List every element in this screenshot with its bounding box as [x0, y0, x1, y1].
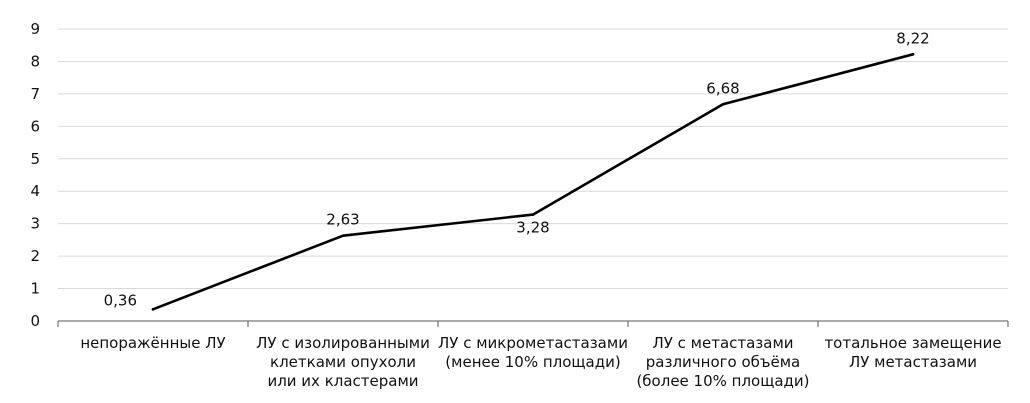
- y-tick-label: 2: [30, 247, 40, 265]
- data-point: [341, 234, 345, 237]
- x-category-label-line: тотальное замещение: [824, 334, 1001, 352]
- data-label: 8,22: [896, 29, 929, 47]
- y-tick-label: 9: [30, 20, 40, 38]
- x-category-label: ЛУ с изолированными клетками опухоли или и…: [256, 334, 430, 390]
- series: [151, 53, 915, 311]
- x-category-label-line: ЛУ с микрометастазами: [438, 334, 628, 352]
- data-label: 3,28: [516, 219, 549, 237]
- axes: [57, 320, 1009, 327]
- y-tick-label: 6: [30, 117, 40, 135]
- x-category-label-line: ЛУ метастазами: [849, 353, 977, 371]
- x-category-label-line: или их кластерами: [267, 372, 418, 390]
- labels: 0 1 2 3 4 5 6 7 8 9 непоражённые ЛУ ЛУ с изолирован…: [30, 20, 1001, 390]
- x-category-label-line: (более 10% площади): [636, 372, 809, 390]
- y-tick-label: 3: [30, 215, 40, 233]
- y-tick-label: 0: [30, 312, 40, 330]
- data-point: [531, 213, 535, 216]
- data-label: 6,68: [706, 79, 739, 97]
- data-label: 2,63: [326, 211, 359, 229]
- data-point: [721, 102, 725, 106]
- data-point: [151, 308, 155, 311]
- x-category-label-line: клетками опухоли: [270, 353, 416, 371]
- x-category-label: ЛУ с метастазами различного объёма (более …: [636, 334, 809, 390]
- x-category-label-line: ЛУ с изолированными: [256, 334, 430, 352]
- y-tick-label: 4: [30, 182, 40, 200]
- x-category-label: ЛУ с микрометастазами (менее 10% площади): [438, 334, 628, 371]
- y-tick-label: 7: [30, 85, 40, 103]
- y-tick-label: 5: [30, 150, 40, 168]
- gridlines: [58, 28, 1008, 290]
- y-tick-label: 1: [30, 280, 40, 298]
- x-category-label-line: (менее 10% площади): [445, 353, 620, 371]
- data-point: [911, 53, 915, 56]
- x-category-label-line: различного объёма: [646, 353, 800, 371]
- x-category-label-line: ЛУ с метастазами: [652, 334, 793, 352]
- x-category-label: тотальное замещение ЛУ метастазами: [824, 334, 1001, 371]
- x-category-label-line: непоражённые ЛУ: [80, 334, 225, 352]
- x-category-label: непоражённые ЛУ: [80, 334, 225, 352]
- series-line: [151, 53, 915, 311]
- data-label: 0,36: [104, 291, 137, 309]
- y-tick-label: 8: [30, 52, 40, 70]
